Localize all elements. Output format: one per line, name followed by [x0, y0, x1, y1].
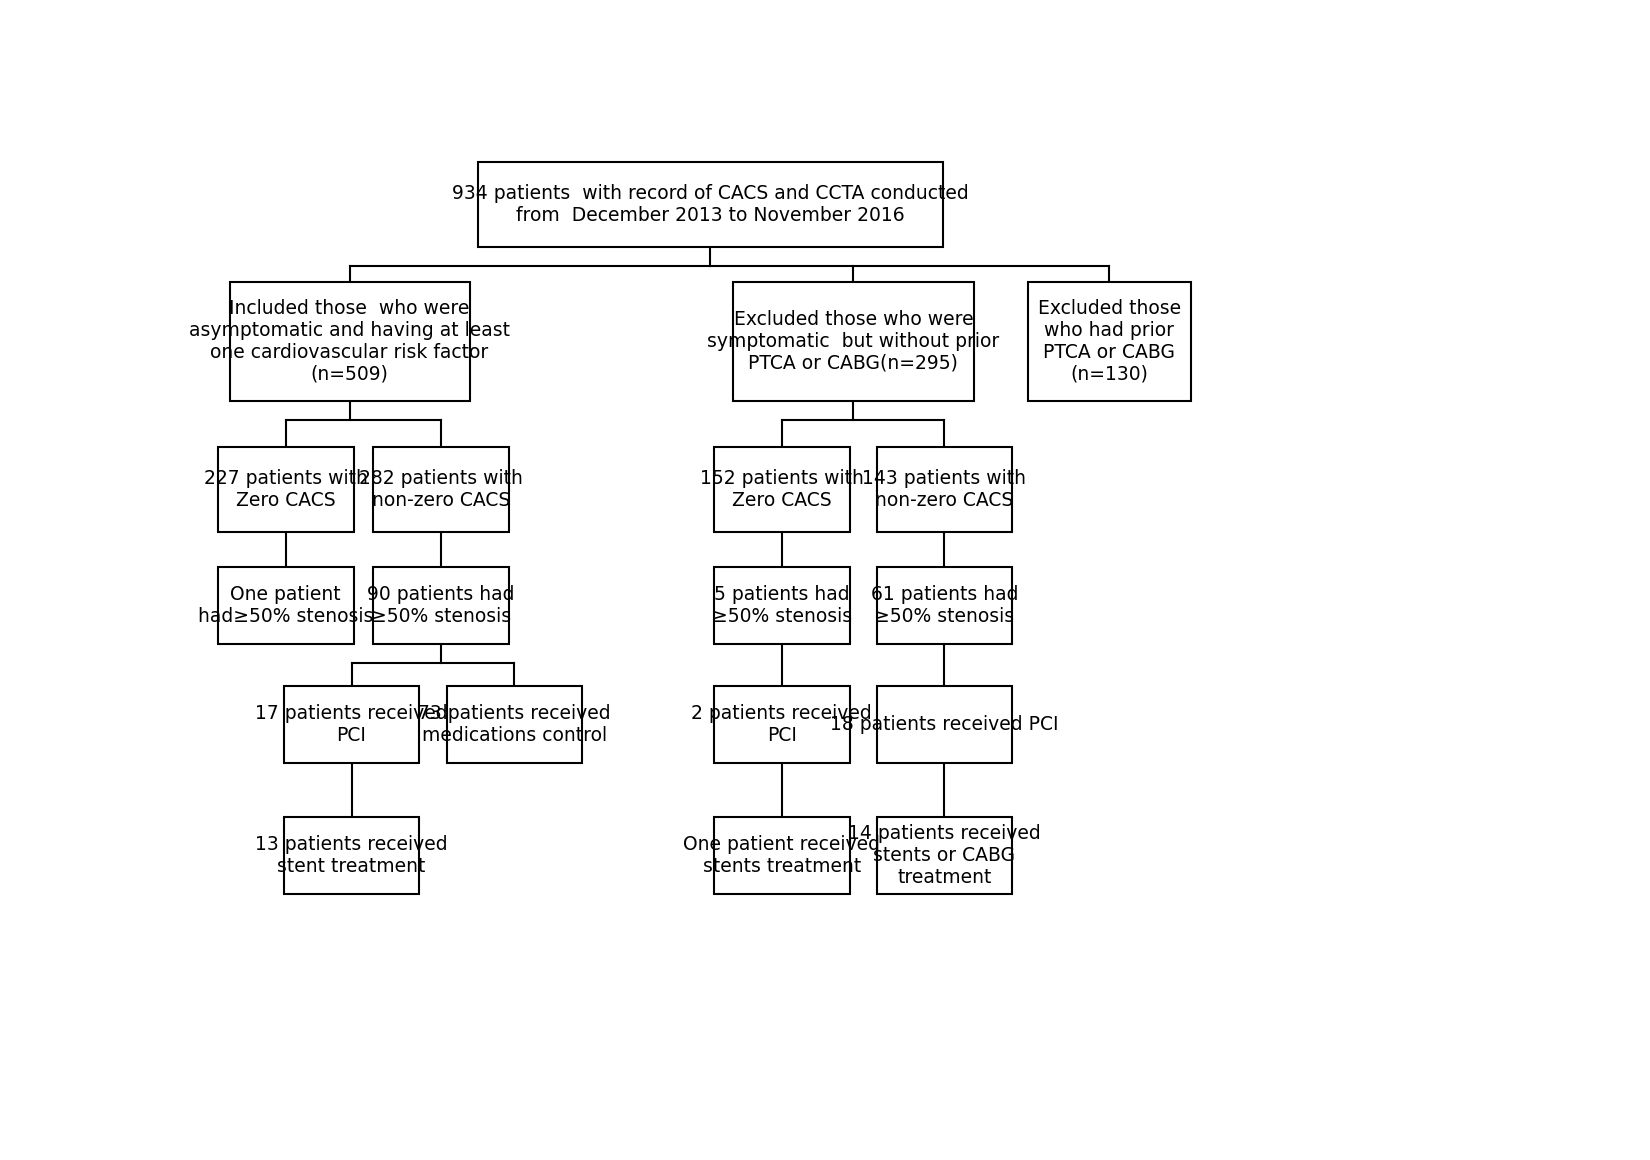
Text: One patient received
stents treatment: One patient received stents treatment [683, 835, 879, 876]
Text: 13 patients received
stent treatment: 13 patients received stent treatment [256, 835, 447, 876]
Text: 14 patients received
stents or CABG
treatment: 14 patients received stents or CABG trea… [848, 824, 1041, 886]
FancyBboxPatch shape [447, 686, 582, 763]
Text: 143 patients with
non-zero CACS: 143 patients with non-zero CACS [863, 469, 1026, 510]
FancyBboxPatch shape [714, 817, 850, 894]
Text: 2 patients received
PCI: 2 patients received PCI [691, 704, 873, 745]
FancyBboxPatch shape [876, 817, 1011, 894]
Text: 227 patients with
Zero CACS: 227 patients with Zero CACS [203, 469, 368, 510]
FancyBboxPatch shape [1028, 282, 1191, 401]
Text: One patient
had≥50% stenosis: One patient had≥50% stenosis [198, 585, 373, 625]
FancyBboxPatch shape [373, 448, 508, 532]
Text: 90 patients had
≥50% stenosis: 90 patients had ≥50% stenosis [366, 585, 515, 625]
FancyBboxPatch shape [229, 282, 470, 401]
FancyBboxPatch shape [714, 566, 850, 644]
FancyBboxPatch shape [373, 566, 508, 644]
FancyBboxPatch shape [284, 817, 419, 894]
Text: 61 patients had
≥50% stenosis: 61 patients had ≥50% stenosis [871, 585, 1018, 625]
Text: 5 patients had
≥50% stenosis: 5 patients had ≥50% stenosis [711, 585, 851, 625]
FancyBboxPatch shape [477, 162, 942, 247]
Text: 17 patients received
PCI: 17 patients received PCI [256, 704, 447, 745]
Text: 18 patients received PCI: 18 patients received PCI [830, 715, 1059, 734]
Text: 282 patients with
non-zero CACS: 282 patients with non-zero CACS [358, 469, 523, 510]
Text: Included those  who were
asymptomatic and having at least
one cardiovascular ris: Included those who were asymptomatic and… [190, 299, 510, 384]
Text: 152 patients with
Zero CACS: 152 patients with Zero CACS [700, 469, 863, 510]
FancyBboxPatch shape [284, 686, 419, 763]
FancyBboxPatch shape [876, 566, 1011, 644]
FancyBboxPatch shape [714, 448, 850, 532]
FancyBboxPatch shape [714, 686, 850, 763]
Text: Excluded those who were
symptomatic  but without prior
PTCA or CABG(n=295): Excluded those who were symptomatic but … [708, 310, 1000, 372]
Text: 934 patients  with record of CACS and CCTA conducted
from  December 2013 to Nove: 934 patients with record of CACS and CCT… [452, 184, 969, 225]
FancyBboxPatch shape [218, 448, 353, 532]
Text: Excluded those
who had prior
PTCA or CABG
(n=130): Excluded those who had prior PTCA or CAB… [1038, 299, 1181, 384]
FancyBboxPatch shape [733, 282, 974, 401]
FancyBboxPatch shape [876, 686, 1011, 763]
Text: 73 patients received
medications control: 73 patients received medications control [417, 704, 610, 745]
FancyBboxPatch shape [876, 448, 1011, 532]
FancyBboxPatch shape [218, 566, 353, 644]
